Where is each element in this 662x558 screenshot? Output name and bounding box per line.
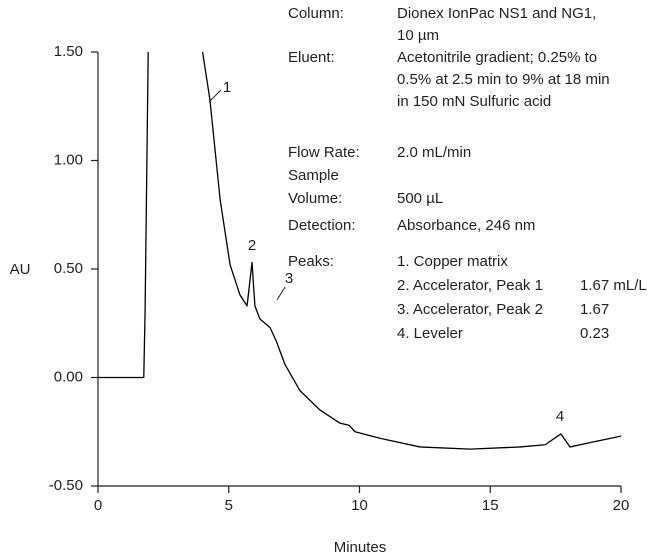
x-tick-label: 15 xyxy=(482,497,499,514)
peak-amount: 1.67 mL/L xyxy=(580,277,647,294)
leader-line xyxy=(208,89,222,103)
info-value: 0.5% at 2.5 min to 9% at 18 min xyxy=(397,71,610,88)
peak-label: 1 xyxy=(223,79,231,96)
y-tick-label: 0.50 xyxy=(54,260,83,277)
peak-name: 4. Leveler xyxy=(397,325,463,342)
info-value: 10 µm xyxy=(397,27,439,44)
peak-label: 3 xyxy=(285,270,293,287)
info-label: Volume: xyxy=(288,190,342,207)
info-label: Column: xyxy=(288,5,344,22)
info-value: Absorbance, 246 nm xyxy=(397,217,535,234)
x-tick-label: 10 xyxy=(351,497,368,514)
info-value: Acetonitrile gradient; 0.25% to xyxy=(397,49,597,66)
peak-amount: 0.23 xyxy=(580,325,609,342)
peak-label: 2 xyxy=(248,237,256,254)
peak-name: 1. Copper matrix xyxy=(397,253,508,270)
info-label: Peaks: xyxy=(288,253,334,270)
x-tick-label: 0 xyxy=(94,497,102,514)
y-tick-label: 0.00 xyxy=(54,368,83,385)
peak-amount: 1.67 xyxy=(580,301,609,318)
info-value: Dionex IonPac NS1 and NG1, xyxy=(397,5,596,22)
info-value: in 150 mN Sulfuric acid xyxy=(397,93,551,110)
y-tick-label: -0.50 xyxy=(49,477,83,494)
info-label: Sample xyxy=(288,167,339,184)
peak-name: 2. Accelerator, Peak 1 xyxy=(397,277,543,294)
x-tick-label: 20 xyxy=(613,497,630,514)
y-tick-label: 1.00 xyxy=(54,151,83,168)
peak-name: 3. Accelerator, Peak 2 xyxy=(397,301,543,318)
y-axis-label: AU xyxy=(10,261,31,278)
leader-line xyxy=(276,286,286,301)
info-value: 2.0 mL/min xyxy=(397,144,471,161)
info-value: 500 µL xyxy=(397,190,443,207)
peak-label: 4 xyxy=(556,408,564,425)
y-tick-label: 1.50 xyxy=(54,43,83,60)
info-label: Eluent: xyxy=(288,49,335,66)
x-tick-label: 5 xyxy=(225,497,233,514)
info-label: Detection: xyxy=(288,217,356,234)
trace xyxy=(98,51,622,450)
info-label: Flow Rate: xyxy=(288,144,360,161)
x-axis-label: Minutes xyxy=(334,539,387,556)
